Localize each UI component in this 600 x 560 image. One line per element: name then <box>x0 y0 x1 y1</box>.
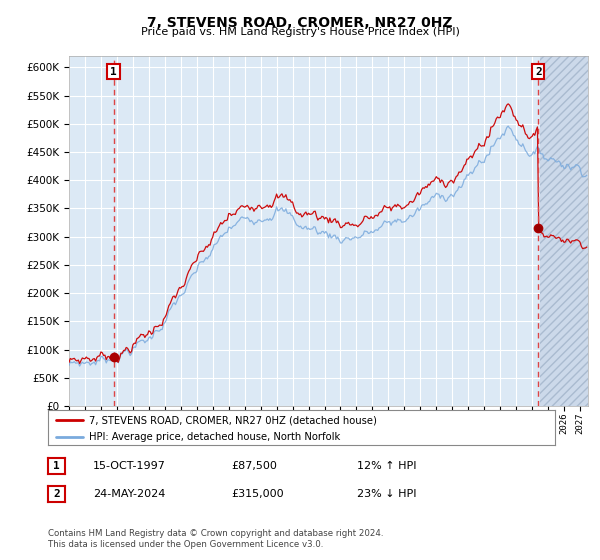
Bar <box>540 56 588 406</box>
Text: 2: 2 <box>535 67 542 77</box>
Text: 2: 2 <box>53 489 60 499</box>
Text: 1: 1 <box>53 461 60 471</box>
Text: 15-OCT-1997: 15-OCT-1997 <box>93 461 166 471</box>
Text: 7, STEVENS ROAD, CROMER, NR27 0HZ: 7, STEVENS ROAD, CROMER, NR27 0HZ <box>147 16 453 30</box>
Text: HPI: Average price, detached house, North Norfolk: HPI: Average price, detached house, Nort… <box>89 432 340 441</box>
Text: £315,000: £315,000 <box>231 489 284 499</box>
Text: Price paid vs. HM Land Registry's House Price Index (HPI): Price paid vs. HM Land Registry's House … <box>140 27 460 37</box>
Text: 24-MAY-2024: 24-MAY-2024 <box>93 489 166 499</box>
Text: 23% ↓ HPI: 23% ↓ HPI <box>357 489 416 499</box>
Text: Contains HM Land Registry data © Crown copyright and database right 2024.
This d: Contains HM Land Registry data © Crown c… <box>48 529 383 549</box>
Text: 1: 1 <box>110 67 117 77</box>
Text: 12% ↑ HPI: 12% ↑ HPI <box>357 461 416 471</box>
Bar <box>540 56 588 406</box>
Text: 7, STEVENS ROAD, CROMER, NR27 0HZ (detached house): 7, STEVENS ROAD, CROMER, NR27 0HZ (detac… <box>89 415 376 425</box>
Text: £87,500: £87,500 <box>231 461 277 471</box>
